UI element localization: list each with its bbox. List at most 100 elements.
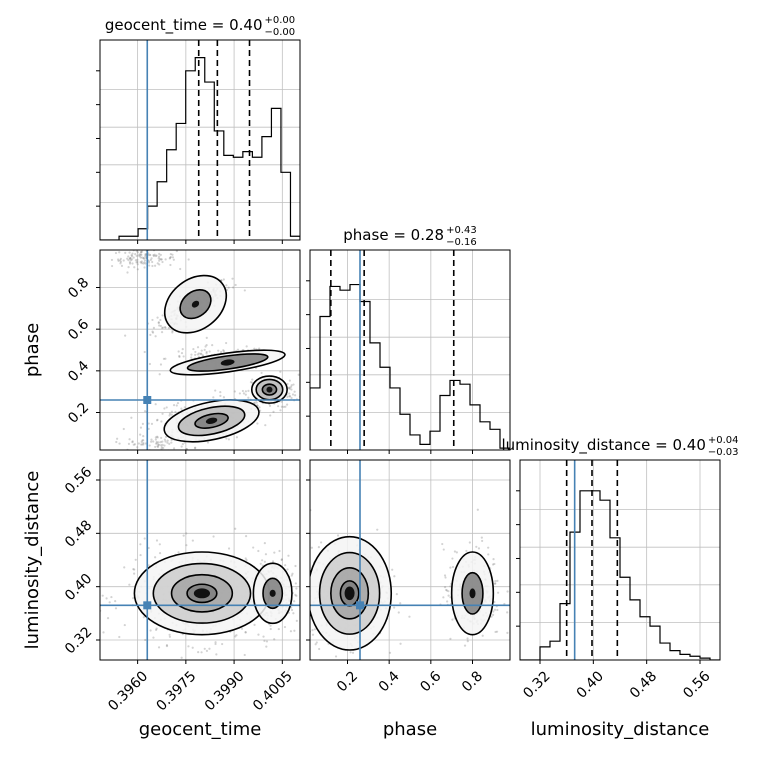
sample-point bbox=[288, 386, 291, 389]
sample-point bbox=[142, 257, 145, 260]
sample-point bbox=[153, 253, 156, 256]
sample-point bbox=[135, 261, 138, 264]
x-tick-label: 0.3975 bbox=[154, 668, 200, 714]
sample-point bbox=[491, 613, 495, 616]
sample-point bbox=[152, 326, 156, 329]
sample-point bbox=[158, 373, 161, 376]
sample-point bbox=[148, 264, 151, 267]
sample-point bbox=[304, 595, 306, 597]
sample-point bbox=[241, 389, 244, 393]
sample-point bbox=[234, 635, 237, 638]
sample-point bbox=[221, 642, 224, 646]
panel-data-group bbox=[310, 250, 510, 450]
sample-point bbox=[302, 405, 304, 407]
sample-point bbox=[292, 383, 295, 386]
sample-point bbox=[157, 257, 160, 260]
sample-point bbox=[290, 385, 293, 388]
sample-point bbox=[303, 583, 305, 585]
sample-point bbox=[317, 546, 320, 549]
sample-point bbox=[130, 416, 133, 419]
sample-point bbox=[238, 392, 241, 395]
sample-point bbox=[443, 574, 447, 577]
sample-point bbox=[136, 268, 139, 271]
sample-point bbox=[451, 557, 454, 560]
sample-point bbox=[480, 536, 483, 539]
truth-marker bbox=[143, 396, 152, 404]
y-tick-label: 0.56 bbox=[62, 464, 95, 497]
sample-point bbox=[288, 379, 291, 382]
x-tick-label: 0.40 bbox=[574, 668, 607, 701]
sample-point bbox=[143, 537, 146, 540]
sample-point bbox=[137, 442, 140, 445]
sample-point bbox=[490, 615, 493, 618]
y-tick-label: 0.6 bbox=[65, 316, 92, 343]
sample-point bbox=[136, 251, 139, 254]
sample-point bbox=[496, 608, 499, 612]
sample-point bbox=[155, 440, 158, 444]
sample-point bbox=[447, 590, 450, 593]
x-tick-label: 0.2 bbox=[334, 668, 361, 695]
sample-point bbox=[136, 263, 139, 266]
sample-point bbox=[170, 441, 173, 444]
sample-point bbox=[110, 258, 114, 262]
sample-point bbox=[205, 350, 208, 354]
sample-point bbox=[123, 451, 125, 453]
sample-point bbox=[138, 253, 141, 256]
panel-title-sub: −0.00 bbox=[265, 27, 296, 38]
sample-point bbox=[140, 260, 143, 263]
sample-point bbox=[491, 563, 495, 566]
density-peak bbox=[191, 300, 200, 308]
density-peak bbox=[269, 589, 276, 597]
sample-point bbox=[190, 356, 193, 359]
sample-point bbox=[205, 336, 208, 339]
sample-point bbox=[108, 601, 111, 604]
sample-point bbox=[260, 371, 263, 375]
sample-point bbox=[148, 253, 151, 256]
sample-point bbox=[141, 452, 143, 454]
y-axis-label: luminosity_distance bbox=[22, 471, 43, 650]
panel-frame bbox=[309, 459, 511, 661]
sample-point bbox=[142, 616, 145, 619]
sample-point bbox=[129, 259, 133, 262]
sample-point bbox=[262, 635, 265, 638]
sample-point bbox=[147, 248, 149, 250]
sample-point bbox=[265, 640, 269, 643]
sample-point bbox=[289, 395, 292, 398]
sample-point bbox=[234, 527, 237, 530]
sample-point bbox=[168, 635, 172, 638]
sample-point bbox=[232, 286, 235, 289]
panel-title-sup: +0.00 bbox=[265, 15, 296, 26]
density-peak bbox=[205, 417, 218, 425]
sample-point bbox=[286, 395, 289, 399]
sample-point bbox=[393, 575, 396, 578]
sample-point bbox=[306, 613, 308, 615]
sample-point bbox=[257, 633, 260, 636]
sample-point bbox=[158, 263, 161, 266]
sample-point bbox=[312, 384, 314, 386]
sample-point bbox=[284, 564, 287, 567]
sample-point bbox=[169, 252, 172, 256]
sample-point bbox=[168, 442, 171, 446]
panel-frame bbox=[99, 459, 301, 661]
sample-point bbox=[336, 534, 340, 537]
sample-point bbox=[155, 539, 159, 542]
sample-point bbox=[157, 441, 160, 444]
sample-point bbox=[119, 260, 123, 263]
sample-point bbox=[138, 255, 141, 258]
sample-point bbox=[158, 257, 162, 261]
sample-point bbox=[302, 387, 304, 389]
sample-point bbox=[129, 257, 132, 260]
sample-point bbox=[110, 595, 113, 599]
sample-point bbox=[134, 259, 138, 262]
panel-title-sup: +0.43 bbox=[446, 225, 477, 236]
sample-point bbox=[149, 258, 152, 262]
sample-point bbox=[114, 600, 117, 603]
sample-point bbox=[161, 260, 164, 264]
sample-point bbox=[463, 644, 467, 647]
sample-point bbox=[157, 321, 160, 325]
y-tick-label: 0.2 bbox=[65, 400, 92, 427]
sample-point bbox=[156, 436, 159, 439]
sample-point bbox=[157, 443, 160, 447]
sample-point bbox=[150, 257, 153, 260]
sample-point bbox=[128, 261, 132, 264]
